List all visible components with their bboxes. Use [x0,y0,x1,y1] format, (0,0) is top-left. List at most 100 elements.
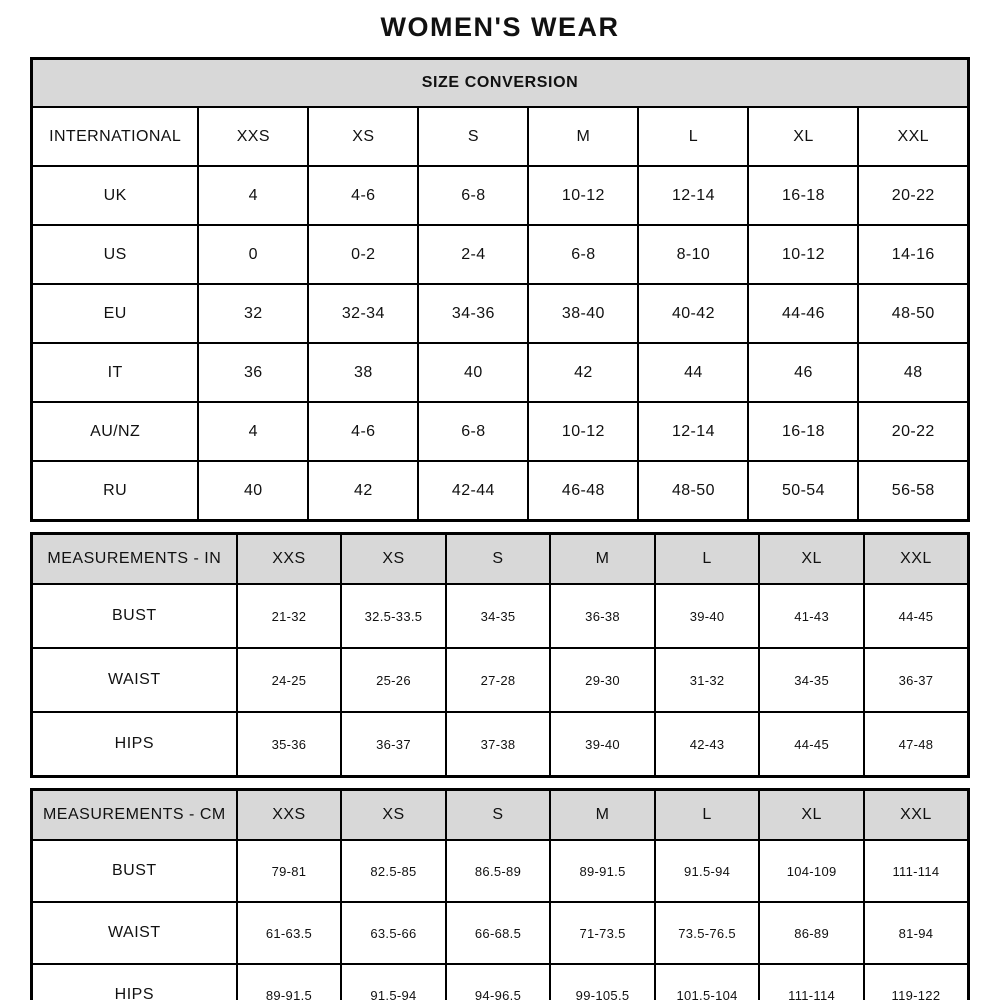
size-cell: XS [307,106,420,167]
value-cell: 81-94 [862,901,970,965]
value-cell: 27-28 [444,647,552,713]
size-header-cell: XXL [862,788,970,841]
row-label-cell: UK [30,165,200,226]
value-cell: 39-40 [653,583,761,649]
value-cell: 6-8 [527,224,640,285]
value-cell: 104-109 [758,839,865,903]
value-cell: 16-18 [747,165,860,226]
row-label-cell: WAIST [30,647,238,713]
value-cell: 48-50 [857,283,970,344]
size-header-cell: XL [758,532,865,585]
value-cell: 73.5-76.5 [653,901,761,965]
table-row: UK 4 4-6 6-8 10-12 12-14 16-18 20-22 [30,165,970,226]
row-label-cell: BUST [30,583,238,649]
value-cell: 4-6 [307,165,420,226]
value-cell: 42-44 [417,460,530,522]
size-header-cell: M [549,788,656,841]
value-cell: 36-37 [862,647,970,713]
value-cell: 44-45 [862,583,970,649]
table-row: HIPS 89-91.5 91.5-94 94-96.5 99-105.5 10… [30,963,970,1000]
table-caption-row: SIZE CONVERSION [30,57,970,108]
size-cell: XXL [857,106,970,167]
value-cell: 44-46 [747,283,860,344]
table-caption: SIZE CONVERSION [30,57,970,108]
row-label-cell: HIPS [30,963,238,1000]
value-cell: 101.5-104 [653,963,761,1000]
value-cell: 61-63.5 [235,901,343,965]
value-cell: 44-45 [758,711,865,778]
row-label-cell: BUST [30,839,238,903]
value-cell: 32-34 [307,283,420,344]
row-label-cell: US [30,224,200,285]
value-cell: 24-25 [235,647,343,713]
value-cell: 63.5-66 [340,901,447,965]
value-cell: 71-73.5 [549,901,656,965]
value-cell: 86.5-89 [444,839,552,903]
value-cell: 6-8 [417,401,530,462]
value-cell: 34-36 [417,283,530,344]
value-cell: 86-89 [758,901,865,965]
value-cell: 29-30 [549,647,656,713]
row-label-cell: WAIST [30,901,238,965]
value-cell: 34-35 [444,583,552,649]
size-header-cell: S [444,788,552,841]
table-row: HIPS 35-36 36-37 37-38 39-40 42-43 44-45… [30,711,970,778]
size-header-cell: XXS [235,788,343,841]
size-header-cell: S [444,532,552,585]
value-cell: 41-43 [758,583,865,649]
value-cell: 20-22 [857,165,970,226]
row-label-cell: AU/NZ [30,401,200,462]
value-cell: 10-12 [527,401,640,462]
value-cell: 2-4 [417,224,530,285]
table-row: US 0 0-2 2-4 6-8 8-10 10-12 14-16 [30,224,970,285]
value-cell: 36-37 [340,711,447,778]
size-cell: M [527,106,640,167]
value-cell: 40-42 [637,283,750,344]
size-header-cell: XS [340,788,447,841]
value-cell: 46 [747,342,860,403]
value-cell: 89-91.5 [549,839,656,903]
table-row: BUST 79-81 82.5-85 86.5-89 89-91.5 91.5-… [30,839,970,903]
measurements-in-table: MEASUREMENTS - IN XXS XS S M L XL XXL BU… [30,532,970,778]
value-cell: 35-36 [235,711,343,778]
value-cell: 48-50 [637,460,750,522]
table-row: IT 36 38 40 42 44 46 48 [30,342,970,403]
row-label-cell: RU [30,460,200,522]
value-cell: 40 [417,342,530,403]
size-header-cell: L [653,788,761,841]
value-cell: 31-32 [653,647,761,713]
size-header-cell: M [549,532,656,585]
table-row: BUST 21-32 32.5-33.5 34-35 36-38 39-40 4… [30,583,970,649]
value-cell: 32.5-33.5 [340,583,447,649]
value-cell: 39-40 [549,711,656,778]
value-cell: 89-91.5 [235,963,343,1000]
value-cell: 20-22 [857,401,970,462]
value-cell: 14-16 [857,224,970,285]
value-cell: 111-114 [862,839,970,903]
table-row: AU/NZ 4 4-6 6-8 10-12 12-14 16-18 20-22 [30,401,970,462]
table-row: WAIST 24-25 25-26 27-28 29-30 31-32 34-3… [30,647,970,713]
size-header-cell: L [653,532,761,585]
value-cell: 10-12 [527,165,640,226]
size-conversion-table: SIZE CONVERSION INTERNATIONAL XXS XS S M… [30,57,970,522]
value-cell: 4-6 [307,401,420,462]
value-cell: 42-43 [653,711,761,778]
value-cell: 44 [637,342,750,403]
value-cell: 40 [197,460,310,522]
value-cell: 50-54 [747,460,860,522]
row-label-cell: INTERNATIONAL [30,106,200,167]
value-cell: 46-48 [527,460,640,522]
page-title: WOMEN'S WEAR [380,12,620,42]
measurements-cm-table: MEASUREMENTS - CM XXS XS S M L XL XXL BU… [30,788,970,1000]
value-cell: 25-26 [340,647,447,713]
value-cell: 36 [197,342,310,403]
size-header-cell: XXS [235,532,343,585]
value-cell: 21-32 [235,583,343,649]
value-cell: 12-14 [637,165,750,226]
value-cell: 38-40 [527,283,640,344]
table-caption: MEASUREMENTS - CM [30,788,238,841]
value-cell: 111-114 [758,963,865,1000]
value-cell: 66-68.5 [444,901,552,965]
row-label-cell: EU [30,283,200,344]
